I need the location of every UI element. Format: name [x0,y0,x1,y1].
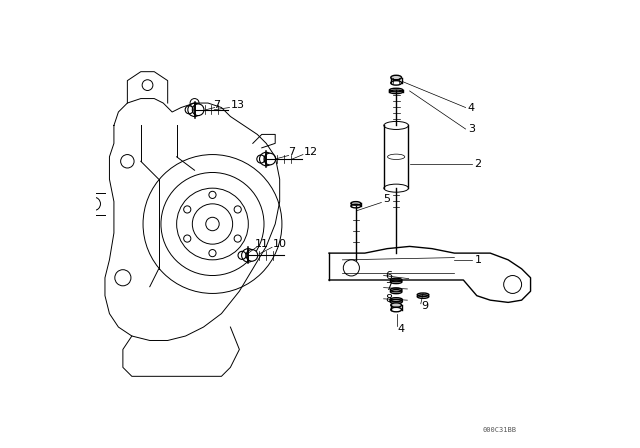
Text: 1: 1 [475,255,481,265]
Ellipse shape [390,278,402,282]
Text: 000C31BB: 000C31BB [482,427,516,433]
Text: 4: 4 [397,324,404,334]
Text: 4: 4 [468,103,475,112]
Ellipse shape [351,202,361,205]
Text: 3: 3 [468,124,475,134]
Circle shape [192,104,204,116]
Text: 13: 13 [230,100,244,110]
Text: 2: 2 [475,159,482,168]
Circle shape [246,250,258,261]
Text: 8: 8 [385,294,392,304]
Text: 12: 12 [303,147,317,157]
Text: 9: 9 [421,301,428,310]
Ellipse shape [417,293,429,297]
Text: 5: 5 [383,194,390,204]
Text: 7: 7 [385,282,392,292]
Circle shape [264,153,276,165]
Ellipse shape [391,75,401,80]
Text: 6: 6 [385,271,392,280]
Ellipse shape [391,303,401,307]
Ellipse shape [390,298,403,302]
Text: 11: 11 [255,239,269,249]
Ellipse shape [390,288,402,292]
Text: 7: 7 [288,147,295,157]
Text: 10: 10 [273,239,287,249]
Text: 7: 7 [213,100,221,110]
